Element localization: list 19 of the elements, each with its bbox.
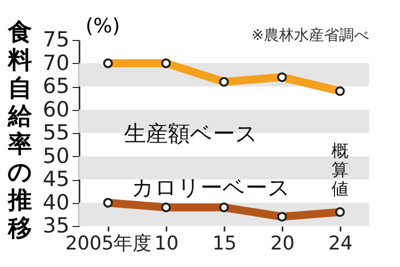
y-tick-label: 65 (42, 74, 70, 98)
series-label: カロリーベース (132, 176, 290, 201)
y-tick-label: 40 (42, 190, 70, 214)
series-label: 生産額ベース (124, 122, 258, 147)
x-tick-label: 15 (212, 232, 237, 254)
y-tick-label: 50 (42, 144, 70, 168)
y-tick-label: 45 (42, 167, 70, 191)
x-tick-label: 20 (270, 232, 295, 254)
x-tick-label: 10 (154, 232, 179, 254)
annotation: 概算値 (332, 142, 348, 200)
y-tick-label: 75 (42, 28, 70, 52)
y-tick-label: 70 (42, 50, 70, 75)
x-tick-label: 24 (328, 232, 353, 254)
y-axis-title: (%) (86, 14, 120, 38)
y-tick-label: 55 (42, 120, 70, 144)
text: 食料自給率の推移 (6, 18, 34, 242)
annotation: ※農林水産省調べ (251, 26, 369, 44)
y-tick-label: 60 (42, 97, 70, 122)
x-tick-label: 2005年度 (65, 232, 152, 254)
